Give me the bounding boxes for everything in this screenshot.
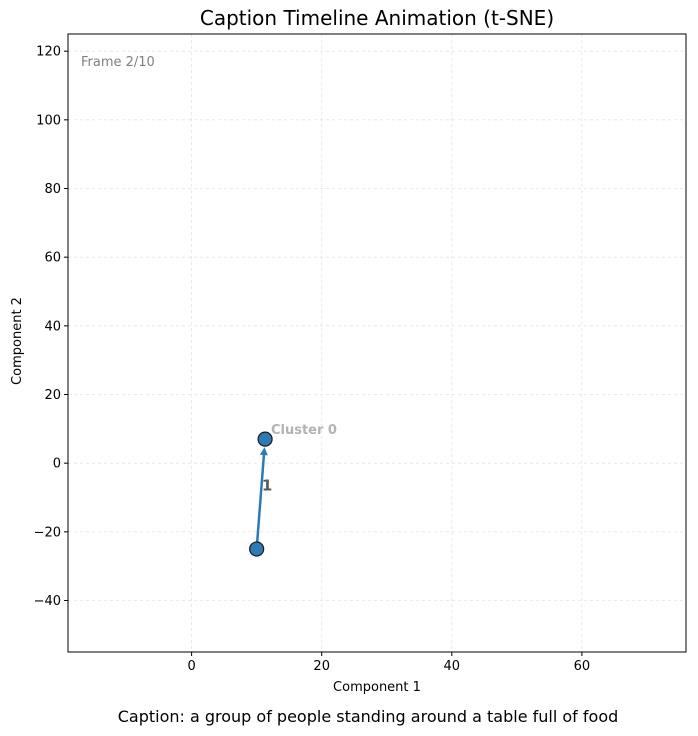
y-tick-label: 100 <box>36 113 61 128</box>
step-label: 1 <box>262 477 272 495</box>
chart-marks: 1 Cluster 0 <box>249 423 337 557</box>
cluster-label: Cluster 0 <box>271 423 337 438</box>
y-tick-label: −40 <box>34 594 61 609</box>
y-tick-label: 40 <box>44 319 61 334</box>
y-tick-label: −20 <box>34 525 61 540</box>
x-axis-label: Component 1 <box>333 680 421 695</box>
frame-label: Frame 2/10 <box>81 55 155 70</box>
y-tick-label: 0 <box>53 457 61 472</box>
y-tick-label: 20 <box>44 388 61 403</box>
x-tick-label: 40 <box>444 659 461 674</box>
y-axis-label: Component 2 <box>10 297 25 385</box>
data-point-2 <box>257 431 273 447</box>
y-tick-label: 120 <box>36 45 61 60</box>
x-tick-label: 60 <box>574 659 591 674</box>
plot-frame <box>67 33 687 653</box>
x-tick-label: 0 <box>187 659 195 674</box>
x-tick-label: 20 <box>313 659 330 674</box>
chart-title: Caption Timeline Animation (t-SNE) <box>200 6 554 30</box>
caption: Caption: a group of people standing arou… <box>118 707 619 726</box>
y-tick-label: 80 <box>44 182 61 197</box>
grid <box>68 34 686 652</box>
axis-ticks: 0 20 40 60 −40 −20 0 20 40 60 80 100 120 <box>34 45 591 674</box>
trajectory-arrow <box>255 451 266 551</box>
y-tick-label: 60 <box>44 251 61 266</box>
data-point-1 <box>249 541 265 557</box>
trajectory-arrowhead <box>259 447 268 456</box>
